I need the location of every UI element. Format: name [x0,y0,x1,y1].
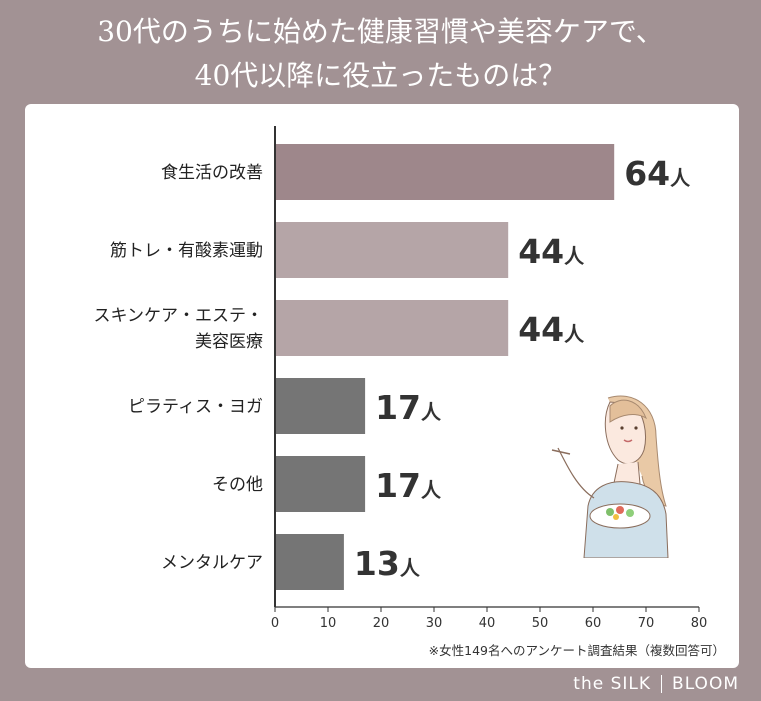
woman-eating-salad-illustration [551,395,669,558]
value-unit-2: 人 [564,322,585,346]
value-unit-1: 人 [564,244,585,268]
value-unit-4: 人 [421,478,442,502]
category-label-0: 食生活の改善 [161,163,263,183]
bar-3 [275,378,366,434]
brand-logo: the SILK BLOOM [573,674,739,694]
value-label-0: 64人 [624,154,691,193]
bar-2 [275,300,509,356]
survey-footnote: ※女性149名へのアンケート調査結果（複数回答可） [428,643,725,658]
brand-separator [661,675,663,693]
x-tick-label-1: 10 [320,616,337,631]
value-label-3: 17人 [375,388,442,427]
category-label-3: ピラティス・ヨガ [128,397,263,417]
value-label-1: 44人 [518,232,585,271]
chart-panel: 食生活の改善 64人 筋トレ・有酸素運動 44人 スキンケア・エステ・ 美容医療 44人 ピラ… [25,104,739,668]
chart-title-line-2: 40代以降に役立ったものは？ [194,59,567,92]
value-label-2: 44人 [518,310,585,349]
bar-0 [275,144,615,200]
bar-5 [275,534,344,590]
chart-title-line-1: 30代のうちに始めた健康習慣や美容ケアで、 [97,15,664,48]
category-label-4: その他 [212,475,263,495]
x-tick-label-6: 60 [585,616,602,631]
brand-name-left: the SILK [573,674,652,694]
brand-name-right: BLOOM [672,674,739,694]
category-label-5: メンタルケア [161,553,263,573]
x-tick-label-4: 40 [479,616,496,631]
value-label-5: 13人 [354,544,421,583]
x-tick-label-8: 80 [691,616,708,631]
x-tick-label-2: 20 [373,616,390,631]
value-unit-0: 人 [670,166,691,190]
bar-1 [275,222,509,278]
x-tick-label-7: 70 [638,616,655,631]
category-label-1: 筋トレ・有酸素運動 [110,241,263,261]
bar-4 [275,456,366,512]
value-unit-3: 人 [421,400,442,424]
value-unit-5: 人 [400,556,421,580]
x-tick-label-3: 30 [426,616,443,631]
value-label-4: 17人 [375,466,442,505]
category-label-2-line-0: スキンケア・エステ・ [94,306,264,326]
x-tick-label-0: 0 [271,616,279,631]
x-tick-label-5: 50 [532,616,549,631]
category-label-2-line-1: 美容医療 [195,332,263,352]
